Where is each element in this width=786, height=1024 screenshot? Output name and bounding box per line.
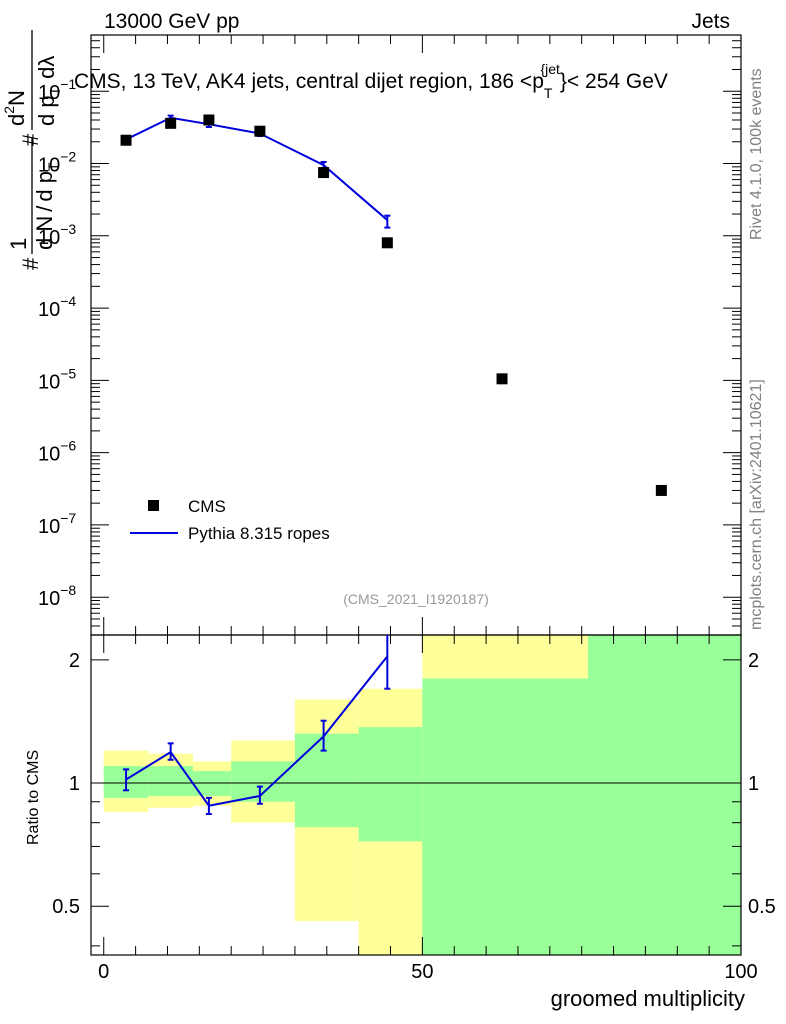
title-sub: T [544, 85, 553, 101]
main-tick-label-5: 10−6 [38, 438, 76, 466]
cms-marker-7 [655, 484, 667, 496]
main-y-label: # 1 d N/d pT # d2N d pTdλ [1, 30, 63, 270]
cms-marker-1 [165, 117, 177, 129]
x-tick-label-0: 0 [98, 961, 109, 983]
ratio-band-inner-5 [358, 727, 423, 842]
ratio-tick-label-right-1: 1 [748, 773, 759, 795]
cms-marker-0 [120, 134, 132, 146]
x-tick-label-2: 100 [724, 961, 757, 983]
ylabel-dpT-dlambda: d pTdλ [34, 56, 63, 126]
ratio-series [123, 635, 391, 816]
ylabel-one: 1 [6, 238, 31, 250]
ratio-tick-label-left-2: 2 [69, 650, 80, 672]
mcplots-label: mcplots.cern.ch [arXiv:2401.10621] [748, 379, 765, 630]
ylabel-hash-1: # [18, 257, 43, 270]
cms-marker-5 [381, 237, 393, 249]
main-tick-label-4: 10−5 [38, 365, 76, 393]
legend: CMS Pythia 8.315 ropes [130, 497, 330, 543]
ylabel-d2N: d2N [1, 90, 29, 126]
ratio-band-inner-6 [422, 678, 589, 955]
ratio-tick-label-right-2: 2 [748, 650, 759, 672]
legend-cms-label: CMS [188, 497, 226, 516]
ratio-frame [90, 634, 742, 956]
ratio-band-inner-4 [294, 733, 359, 828]
main-tick-label-1: 10−2 [38, 149, 76, 177]
ratio-tick-label-left-0: 0.5 [52, 896, 80, 918]
cms-marker-4 [318, 167, 330, 179]
main-tick-label-2: 10−3 [38, 221, 76, 249]
ratio-tick-label-right-0: 0.5 [748, 896, 776, 918]
cms-marker-2 [203, 114, 215, 126]
ratio-y-label: Ratio to CMS [25, 750, 42, 845]
title-sup: {jet [540, 61, 560, 77]
header-left: 13000 GeV pp [104, 10, 239, 33]
legend-pythia-label: Pythia 8.315 ropes [188, 524, 330, 543]
ratio-band-inner-1 [148, 766, 193, 796]
x-tick-label-1: 50 [411, 961, 433, 983]
ylabel-dN: d N/d pT [32, 162, 61, 250]
title-main: CMS, 13 TeV, AK4 jets, central dijet reg… [74, 70, 544, 93]
ratio-bands [103, 635, 741, 955]
ratio-line [125, 655, 389, 807]
header-right: Jets [691, 10, 730, 33]
main-tick-label-6: 10−7 [38, 510, 76, 538]
main-tick-label-7: 10−8 [38, 582, 76, 610]
rivet-label: Rivet 4.1.0, 100k events [748, 68, 765, 240]
title-tail: }< 254 GeV [560, 70, 668, 93]
plot-title: CMS, 13 TeV, AK4 jets, central dijet reg… [74, 61, 668, 101]
x-axis-label: groomed multiplicity [551, 986, 745, 1011]
ratio-band-inner-3 [231, 761, 295, 802]
analysis-id: (CMS_2021_I1920187) [343, 591, 489, 607]
main-series [120, 114, 667, 496]
main-y-ticks: 10−1 10−2 10−3 10−4 10−5 10−6 10−7 10−8 [38, 40, 741, 636]
main-tick-label-3: 10−4 [38, 293, 76, 321]
legend-cms-marker [148, 500, 159, 511]
cms-marker-6 [496, 373, 508, 385]
x-ticks: 0 50 100 [98, 35, 758, 983]
ratio-band-inner-7 [588, 635, 741, 955]
ratio-tick-label-left-1: 1 [69, 773, 80, 795]
main-tick-label-0: 10−1 [38, 76, 76, 104]
cms-marker-3 [254, 125, 266, 137]
pythia-line [125, 116, 388, 221]
ylabel-hash-2: # [18, 133, 43, 146]
